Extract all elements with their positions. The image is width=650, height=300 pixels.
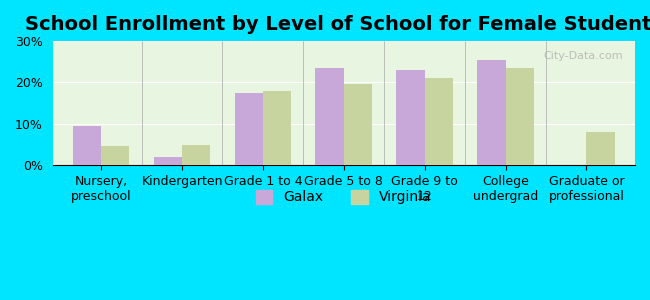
Bar [263,91,291,165]
Bar [586,132,615,165]
Text: City-Data.com: City-Data.com [544,51,623,61]
Bar [344,84,372,165]
Bar [396,70,424,165]
Bar [235,93,263,165]
Title: School Enrollment by Level of School for Female Students: School Enrollment by Level of School for… [25,15,650,34]
Bar [506,68,534,165]
Bar [153,157,182,165]
Bar [73,126,101,165]
Bar [315,68,344,165]
Bar [477,60,506,165]
Bar [101,146,129,165]
Bar [182,145,211,165]
Legend: Galax, Virginia: Galax, Virginia [250,184,437,210]
Bar [424,78,453,165]
